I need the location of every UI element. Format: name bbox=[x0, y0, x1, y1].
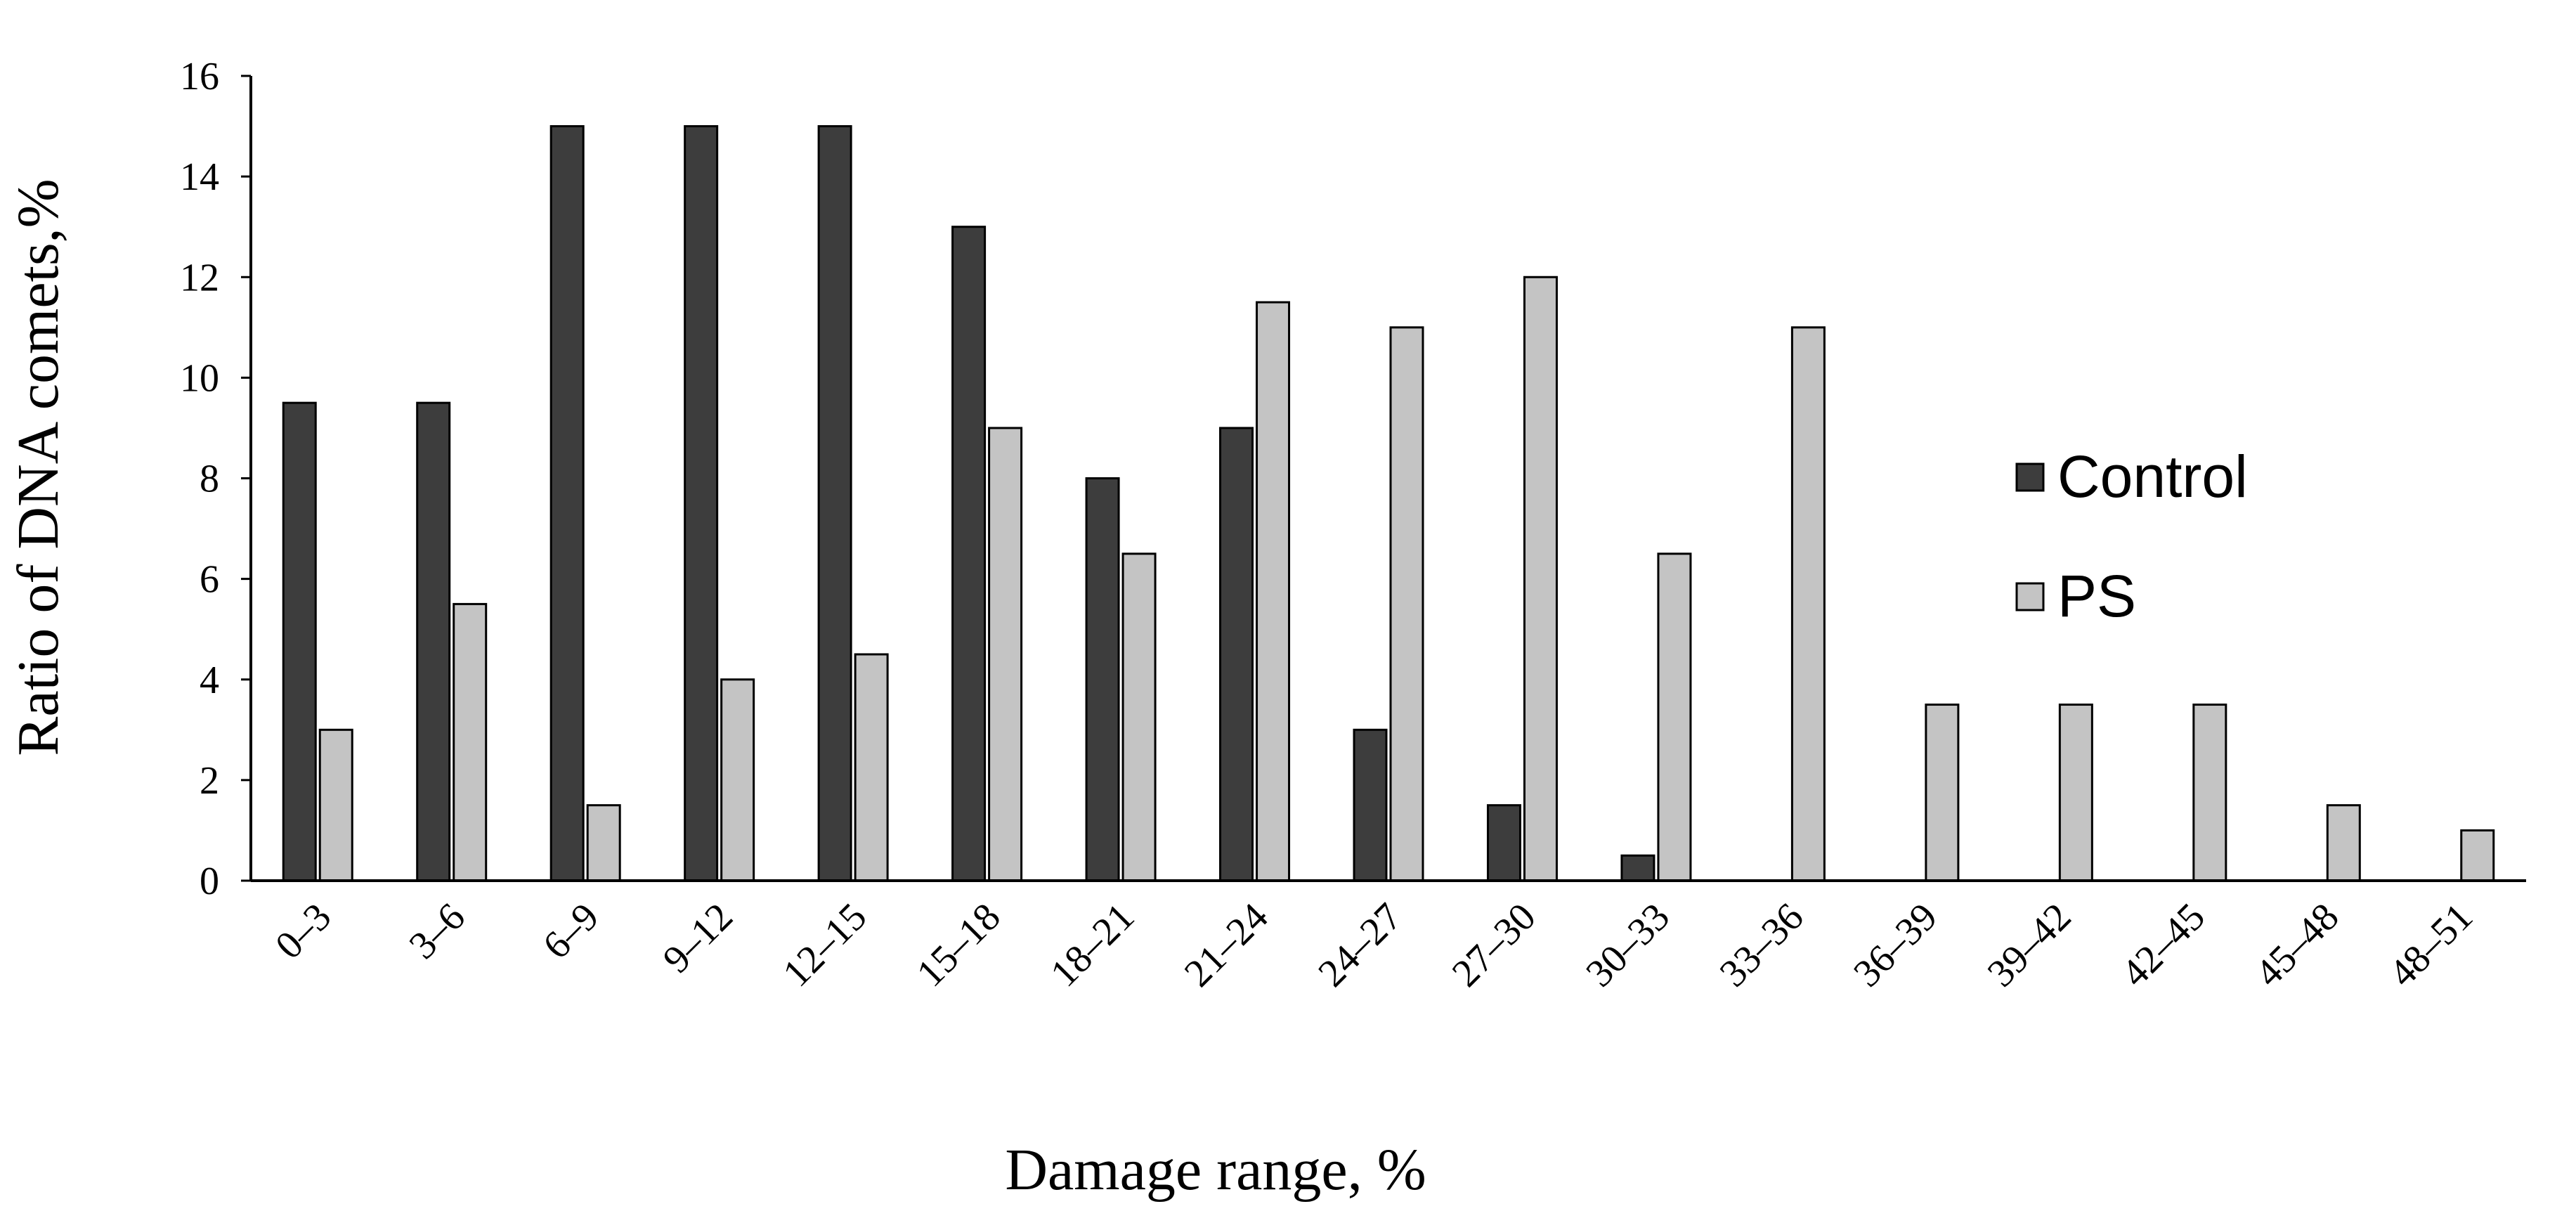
bar-control-2 bbox=[549, 125, 585, 882]
x-tick-label: 6–9 bbox=[535, 895, 607, 967]
legend-label-ps: PS bbox=[2057, 563, 2136, 629]
bar-control-7 bbox=[1219, 427, 1254, 882]
bar-ps-5 bbox=[988, 427, 1023, 882]
bar-ps-1 bbox=[453, 602, 488, 882]
y-tick-label: 14 bbox=[180, 155, 219, 199]
bar-ps-2 bbox=[586, 804, 621, 882]
x-tick-label: 3–6 bbox=[401, 895, 474, 967]
chart-axes bbox=[241, 75, 2526, 882]
x-tick-label: 48–51 bbox=[2381, 895, 2481, 995]
bar-control-6 bbox=[1085, 477, 1120, 882]
bar-ps-15 bbox=[2326, 804, 2361, 882]
y-axis-title: Ratio of DNA comets,% bbox=[6, 179, 71, 756]
y-tick-label: 2 bbox=[200, 759, 219, 803]
bar-ps-11 bbox=[1790, 326, 1826, 882]
x-tick-label: 27–30 bbox=[1444, 895, 1544, 995]
bar-ps-6 bbox=[1121, 552, 1157, 882]
x-tick-label: 30–33 bbox=[1578, 895, 1678, 995]
x-tick-label: 39–42 bbox=[1979, 895, 2080, 995]
x-tick-label: 33–36 bbox=[1712, 895, 1812, 995]
y-tick-label: 0 bbox=[200, 860, 219, 903]
x-tick-label: 9–12 bbox=[655, 895, 741, 981]
x-tick-label: 45–48 bbox=[2247, 895, 2348, 995]
legend-swatch-ps bbox=[2015, 582, 2045, 611]
legend: Control PS bbox=[2015, 444, 2248, 629]
x-tick-label: 0–3 bbox=[267, 895, 339, 967]
bar-ps-9 bbox=[1523, 276, 1558, 882]
x-tick-label: 12–15 bbox=[774, 895, 875, 995]
bar-control-8 bbox=[1353, 728, 1388, 882]
bar-ps-8 bbox=[1389, 326, 1424, 882]
y-tick-label: 8 bbox=[200, 458, 219, 501]
bar-ps-13 bbox=[2058, 704, 2093, 882]
bar-control-1 bbox=[416, 401, 451, 882]
bar-control-5 bbox=[951, 226, 987, 882]
y-tick-labels: 0 2 4 6 8 10 12 14 16 bbox=[180, 55, 219, 903]
bar-ps-12 bbox=[1925, 704, 1960, 882]
x-tick-labels: 0–3 3–6 6–9 9–12 12–15 15–18 18–21 21–24 24–27 27… bbox=[267, 895, 2481, 995]
bar-control-3 bbox=[684, 125, 719, 882]
x-axis-title: Damage range, % bbox=[1005, 1137, 1426, 1203]
x-tick-label: 21–24 bbox=[1176, 895, 1277, 995]
chart-bars bbox=[282, 125, 2495, 882]
bar-ps-16 bbox=[2460, 829, 2495, 882]
y-tick-label: 4 bbox=[200, 659, 219, 702]
x-tick-label: 24–27 bbox=[1310, 895, 1410, 995]
bar-control-4 bbox=[817, 125, 852, 882]
bar-ps-14 bbox=[2192, 704, 2227, 882]
bar-ps-0 bbox=[318, 728, 353, 882]
bar-ps-10 bbox=[1657, 552, 1692, 882]
y-tick-label: 10 bbox=[180, 356, 219, 400]
y-tick-label: 12 bbox=[180, 256, 219, 299]
bar-control-10 bbox=[1620, 854, 1655, 882]
y-tick-label: 6 bbox=[200, 558, 219, 602]
bar-control-9 bbox=[1486, 804, 1521, 882]
x-tick-label: 36–39 bbox=[1845, 895, 1946, 995]
legend-swatch-control bbox=[2015, 462, 2045, 492]
bar-ps-7 bbox=[1256, 301, 1291, 882]
y-tick-label: 16 bbox=[180, 55, 219, 98]
x-tick-label: 42–45 bbox=[2113, 895, 2213, 995]
bar-ps-3 bbox=[720, 678, 755, 882]
x-tick-label: 15–18 bbox=[909, 895, 1009, 995]
legend-label-control: Control bbox=[2057, 444, 2248, 510]
bar-ps-4 bbox=[854, 653, 889, 882]
x-tick-label: 18–21 bbox=[1042, 895, 1143, 995]
bar-control-0 bbox=[282, 401, 317, 882]
